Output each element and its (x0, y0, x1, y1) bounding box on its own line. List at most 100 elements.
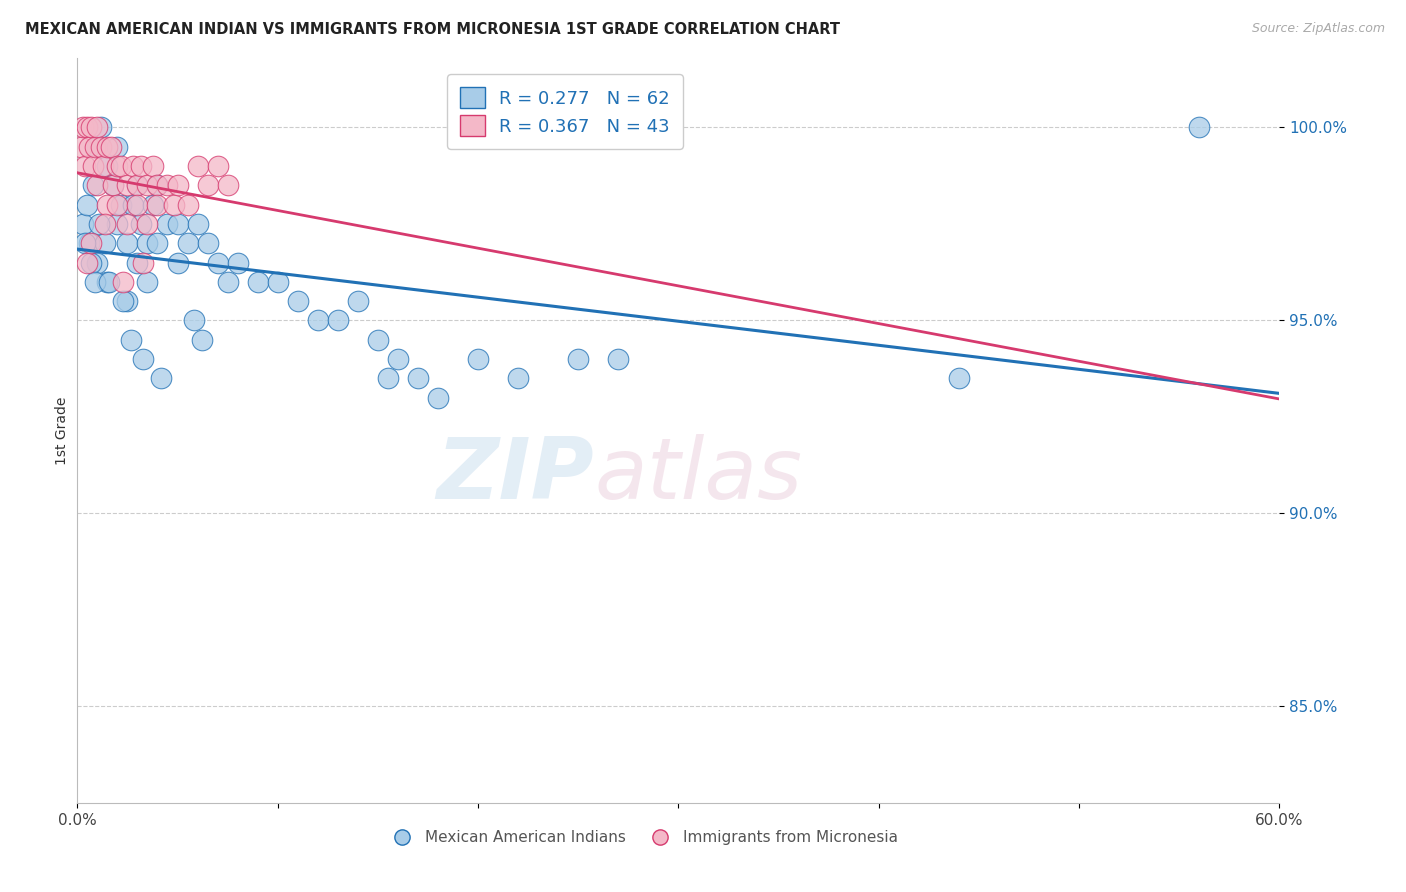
Point (80, 236, 103, 251)
Point (94, 217, 117, 231)
Point (567, 351, 589, 366)
Point (86, 255, 108, 269)
Point (508, 371, 530, 385)
Point (307, 313, 329, 327)
Point (72, 120, 94, 135)
Point (166, 255, 188, 269)
Point (76, 197, 98, 211)
Point (79, 140, 101, 154)
Point (156, 178, 179, 193)
Point (120, 333, 142, 347)
Point (112, 275, 135, 289)
Point (84, 275, 107, 289)
Point (96, 159, 118, 173)
Point (287, 294, 309, 309)
Point (387, 351, 409, 366)
Point (162, 197, 184, 211)
Point (146, 178, 169, 193)
Point (186, 217, 209, 231)
Point (131, 159, 153, 173)
Point (197, 236, 219, 251)
Text: atlas: atlas (595, 434, 803, 516)
Point (150, 371, 173, 385)
Point (131, 217, 153, 231)
Point (117, 217, 139, 231)
Point (427, 391, 450, 405)
Point (136, 275, 159, 289)
Text: Source: ZipAtlas.com: Source: ZipAtlas.com (1251, 22, 1385, 36)
Text: ZIP: ZIP (437, 434, 595, 516)
Point (122, 197, 145, 211)
Point (98, 275, 121, 289)
Point (156, 217, 179, 231)
Point (90, 120, 112, 135)
Point (107, 217, 129, 231)
Point (110, 197, 132, 211)
Point (107, 140, 129, 154)
Point (346, 294, 368, 309)
Point (207, 159, 229, 173)
Point (84, 140, 107, 154)
Point (127, 197, 149, 211)
Point (246, 275, 269, 289)
Point (94, 236, 117, 251)
Legend: Mexican American Indians, Immigrants from Micronesia: Mexican American Indians, Immigrants fro… (381, 824, 904, 851)
Point (100, 140, 122, 154)
Point (226, 255, 249, 269)
Point (367, 333, 389, 347)
Point (82, 178, 104, 193)
Point (70, 140, 93, 154)
Point (117, 294, 139, 309)
Point (80, 255, 103, 269)
Point (176, 236, 198, 251)
Point (89, 217, 111, 231)
Point (166, 217, 188, 231)
Point (142, 197, 165, 211)
Text: MEXICAN AMERICAN INDIAN VS IMMIGRANTS FROM MICRONESIA 1ST GRADE CORRELATION CHAR: MEXICAN AMERICAN INDIAN VS IMMIGRANTS FR… (25, 22, 841, 37)
Point (103, 178, 125, 193)
Point (75, 236, 97, 251)
Point (107, 197, 129, 211)
Point (117, 236, 139, 251)
Point (96, 197, 118, 211)
Point (96, 140, 118, 154)
Point (132, 255, 155, 269)
Point (607, 351, 630, 366)
Point (136, 236, 159, 251)
Point (207, 255, 229, 269)
Point (76, 120, 98, 135)
Point (90, 140, 112, 154)
Point (186, 159, 209, 173)
Point (107, 159, 129, 173)
Point (86, 120, 108, 135)
Point (166, 178, 188, 193)
Point (146, 178, 169, 193)
Point (377, 371, 399, 385)
Point (86, 140, 108, 154)
Point (132, 351, 155, 366)
Point (197, 178, 219, 193)
Point (79, 236, 101, 251)
Point (82, 159, 104, 173)
Point (80, 120, 103, 135)
Point (96, 275, 118, 289)
Point (326, 313, 349, 327)
Point (183, 313, 205, 327)
Point (86, 178, 108, 193)
Point (72, 217, 94, 231)
Y-axis label: 1st Grade: 1st Grade (55, 396, 69, 465)
Point (93, 159, 115, 173)
Point (117, 178, 139, 193)
Point (406, 371, 429, 385)
Point (136, 178, 159, 193)
Point (146, 197, 169, 211)
Point (467, 351, 489, 366)
Point (267, 275, 290, 289)
Point (103, 178, 125, 193)
Point (948, 371, 970, 385)
Point (76, 255, 98, 269)
Point (136, 217, 159, 231)
Point (146, 236, 169, 251)
Point (217, 275, 239, 289)
Point (176, 197, 198, 211)
